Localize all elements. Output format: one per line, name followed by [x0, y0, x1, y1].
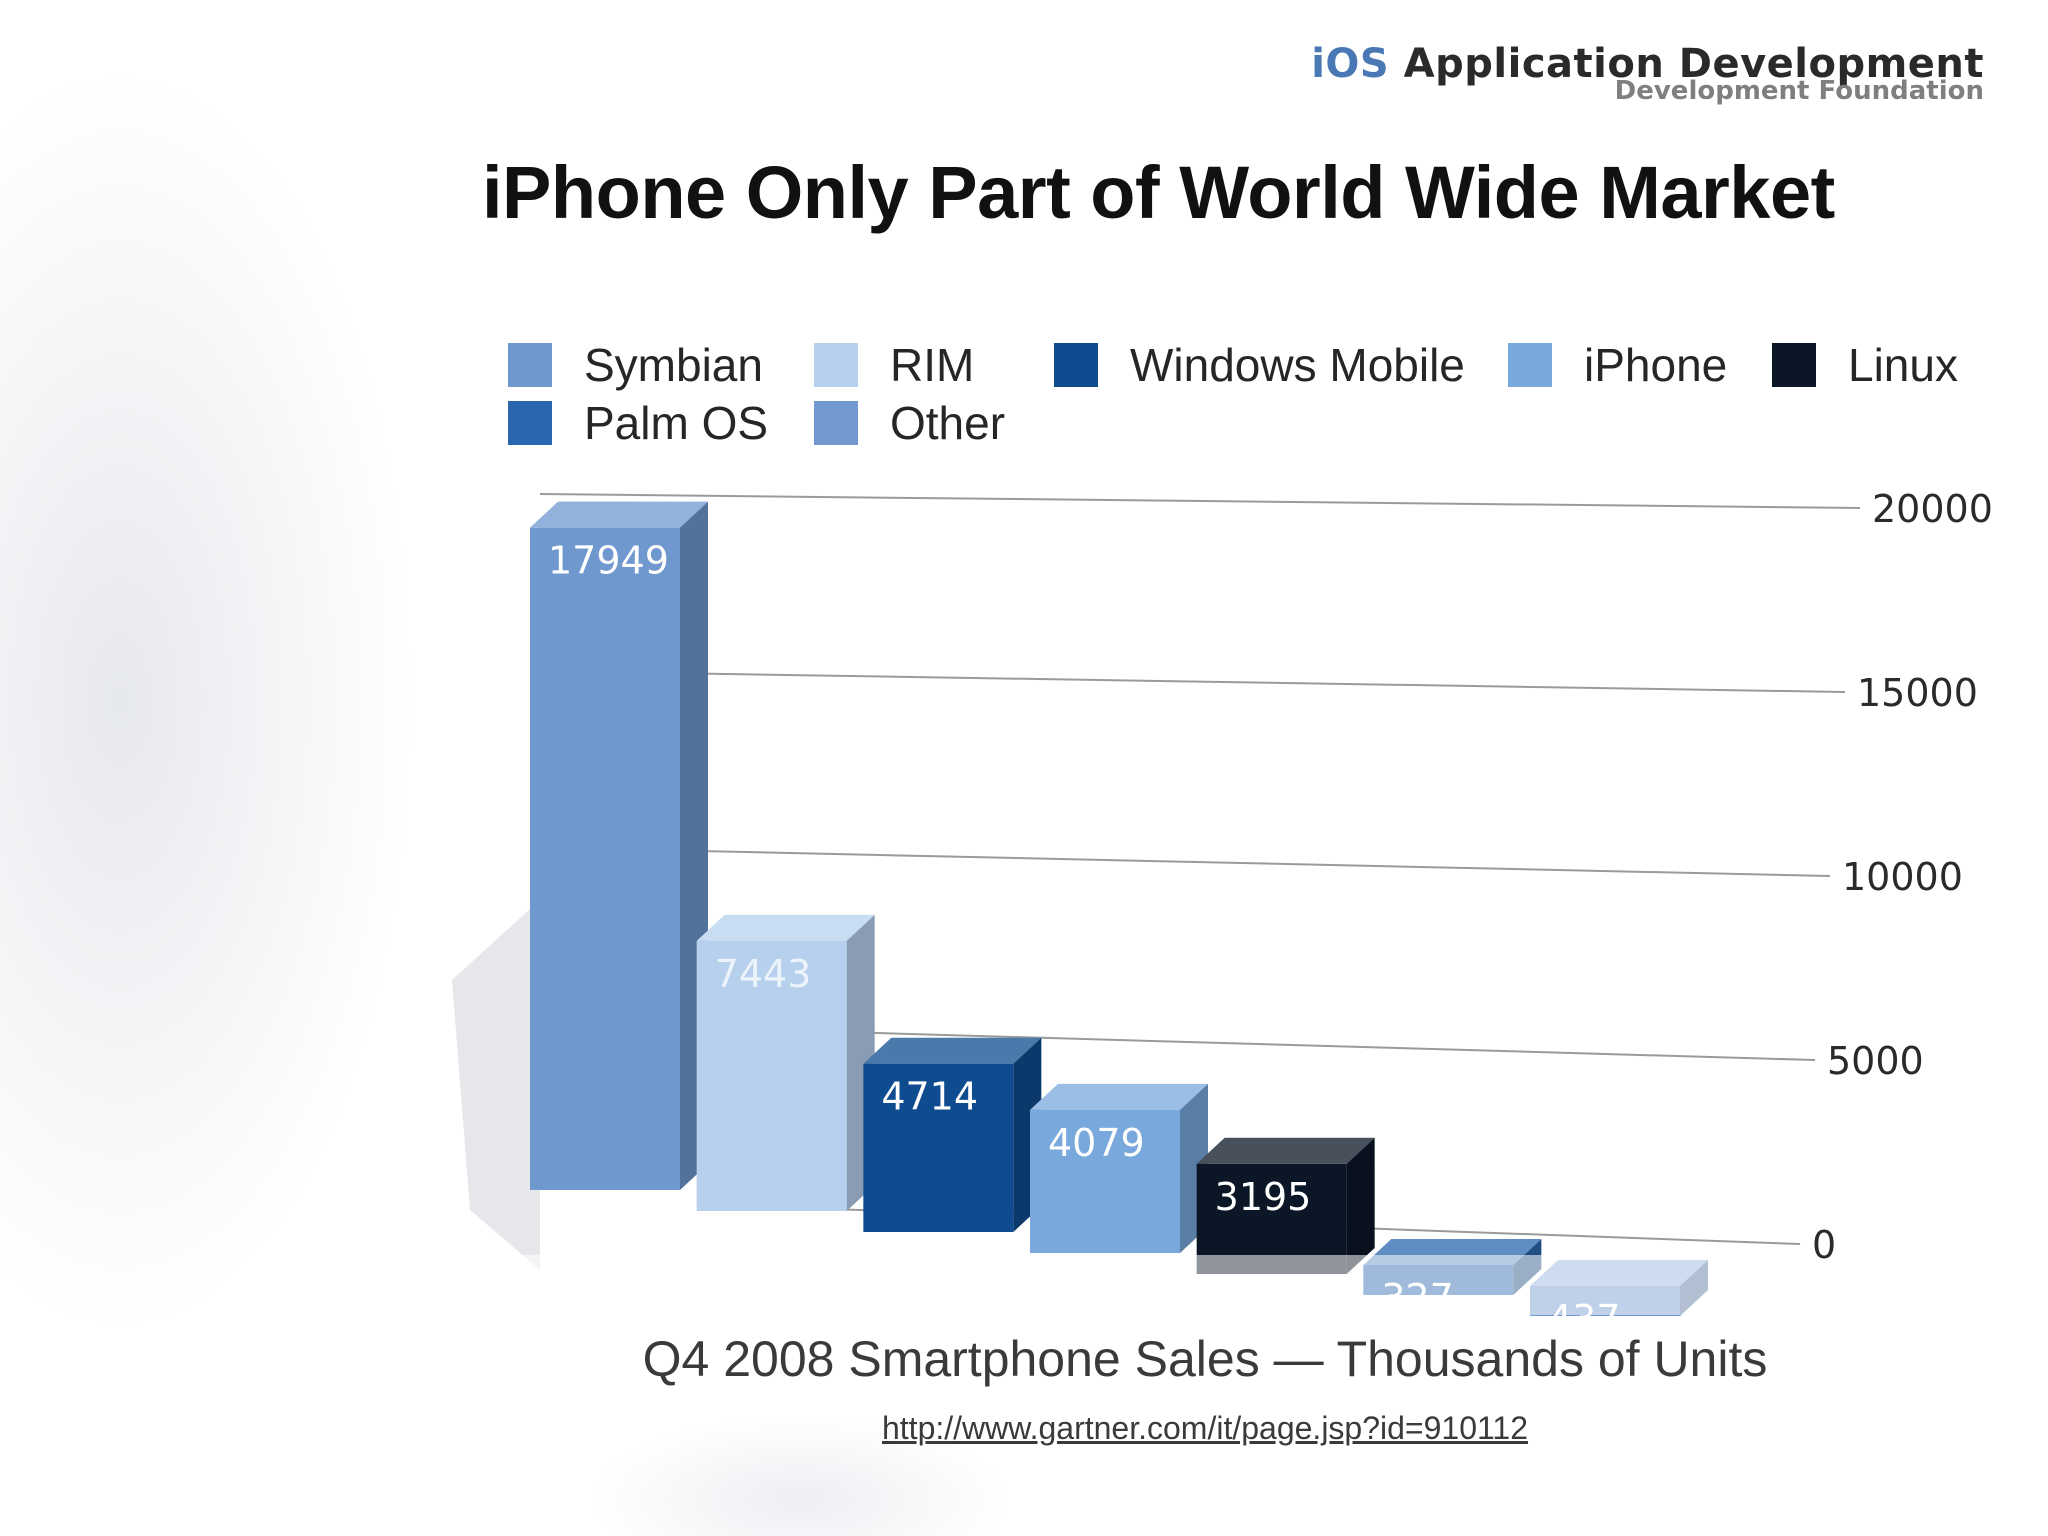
source-link[interactable]: http://www.gartner.com/it/page.jsp?id=91…: [881, 1410, 1529, 1446]
chart-backdrop-shadow: [452, 900, 540, 1270]
bar-front: [530, 527, 680, 1190]
legend-label: Other: [890, 397, 1006, 449]
legend-swatch: [814, 343, 858, 387]
y-tick-label: 5000: [1827, 1039, 1924, 1083]
bar-value-label: 3195: [1215, 1175, 1312, 1219]
brand-subtitle: Development Foundation: [1614, 76, 1984, 106]
bar-top: [696, 914, 875, 941]
y-tick-label: 20000: [1872, 487, 1993, 531]
legend-label: Symbian: [584, 339, 763, 391]
brand-title: iOS Application Development: [1311, 44, 1984, 84]
bar-front: [863, 1063, 1014, 1232]
bar-value-label: 7443: [715, 952, 812, 996]
bar-top: [1196, 1137, 1375, 1164]
legend-item-linux: Linux: [1772, 338, 1958, 392]
legend-item-other: Other: [814, 396, 1005, 450]
bar-value-label: 17949: [548, 539, 669, 583]
legend-label: Linux: [1848, 339, 1958, 391]
chart-legend: Symbian RIM Windows Mobile iPhone Linux Palm …: [508, 338, 2008, 450]
legend-item-rim: RIM: [814, 338, 974, 392]
legend-label: RIM: [890, 339, 975, 391]
x-axis-label: Q4 2008 Smartphone Sales — Thousands of …: [642, 1331, 1768, 1387]
bar-rim: [696, 914, 875, 1211]
legend-item-palm-os: Palm OS: [508, 396, 768, 450]
bar-side: [1346, 1137, 1375, 1274]
bar-value-label: 4079: [1048, 1121, 1145, 1165]
brand-main-text: Application Development: [1403, 41, 1984, 87]
legend-label: Windows Mobile: [1130, 339, 1465, 391]
brand-header: iOS Application Development Development …: [1311, 44, 1984, 104]
bar-symbian: [530, 501, 708, 1190]
legend-label: iPhone: [1584, 339, 1728, 391]
bar-top: [863, 1037, 1042, 1064]
legend-swatch: [1054, 343, 1098, 387]
y-tick-label: 15000: [1857, 671, 1978, 715]
legend-swatch: [508, 343, 552, 387]
gridline: [629, 848, 1831, 877]
bar-front: [696, 940, 847, 1211]
bar-iphone: [1030, 1083, 1208, 1253]
gridline: [539, 493, 1861, 509]
legend-item-windows-mobile: Windows Mobile: [1054, 338, 1465, 392]
bar-value-label: 4714: [881, 1075, 978, 1119]
legend-item-symbian: Symbian: [508, 338, 763, 392]
y-tick-label: 10000: [1842, 855, 1963, 899]
bar-top: [1030, 1083, 1208, 1110]
legend-label: Palm OS: [584, 397, 769, 449]
legend-swatch: [1772, 343, 1816, 387]
legend-swatch: [814, 401, 858, 445]
legend-swatch: [508, 401, 552, 445]
bar-front: [1030, 1109, 1180, 1253]
brand-prefix: iOS: [1311, 41, 1390, 87]
chart-title: iPhone Only Part of World Wide Market: [482, 151, 1835, 234]
legend-swatch: [1508, 343, 1552, 387]
bar-windows-mobile: [863, 1037, 1042, 1232]
legend-item-iphone: iPhone: [1508, 338, 1727, 392]
gridline: [584, 670, 1846, 693]
y-tick-label: 0: [1812, 1223, 1836, 1267]
bar-top: [530, 501, 708, 528]
floor-fade: [500, 1255, 1800, 1315]
